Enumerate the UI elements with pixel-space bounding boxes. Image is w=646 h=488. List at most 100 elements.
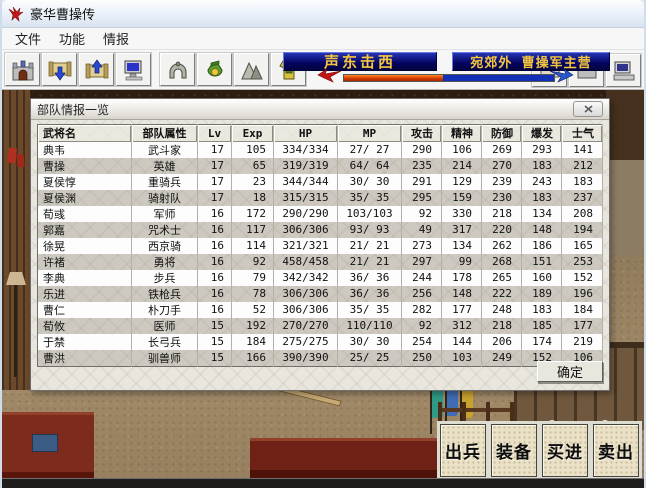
sell-button[interactable]: 卖出	[593, 424, 639, 477]
cell-unit-class: 西京骑	[131, 237, 198, 254]
cell-hp: 334/334	[273, 141, 338, 158]
deploy-button[interactable]: 出兵	[440, 424, 486, 477]
lamp-pole	[14, 285, 17, 377]
cell-attack: 92	[401, 317, 442, 334]
cell-attack: 273	[401, 237, 442, 254]
column-header-defense: 防御	[481, 124, 522, 142]
window-titlebar[interactable]: 豪华曹操传	[2, 0, 644, 28]
helmet-icon	[169, 61, 186, 78]
money-button[interactable]	[197, 53, 232, 86]
cell-exp: 166	[231, 349, 274, 366]
column-header-morale: 士气	[561, 124, 603, 142]
buy-button[interactable]: 买进	[542, 424, 588, 477]
column-header-burst: 爆发	[521, 124, 562, 142]
equip-button[interactable]: 装备	[491, 424, 537, 477]
cell-level: 17	[197, 141, 232, 158]
cell-spirit: 148	[441, 285, 482, 302]
cell-unit-class: 军师	[131, 205, 198, 222]
scroll-save-button[interactable]	[79, 53, 114, 86]
dialog-close-button[interactable]	[573, 101, 603, 117]
cell-hp: 458/458	[273, 253, 338, 270]
cell-burst: 134	[521, 205, 562, 222]
cell-mp: 36/ 36	[337, 269, 402, 286]
menu-item-info[interactable]: 情报	[103, 32, 130, 47]
table-row: 荀攸 医师 15 192 270/270 110/110 92 312 218 185 177	[37, 317, 603, 334]
pc-button[interactable]	[606, 54, 641, 87]
cell-burst: 189	[521, 285, 562, 302]
column-header-mp: MP	[337, 124, 402, 142]
fort-button[interactable]	[5, 53, 40, 86]
table-row: 于禁 长弓兵 15 184 275/275 30/ 30 254 144 206 174 219	[37, 333, 603, 350]
cell-defense: 270	[481, 157, 522, 174]
column-header-general-name: 武将名	[37, 124, 132, 142]
cell-unit-class: 医师	[131, 317, 198, 334]
cell-unit-class: 朴刀手	[131, 301, 198, 318]
cell-level: 16	[197, 285, 232, 302]
cell-level: 15	[197, 349, 232, 366]
cell-morale: 196	[561, 285, 603, 302]
cell-unit-class: 咒术士	[131, 221, 198, 238]
fort-icon	[12, 60, 33, 80]
cell-mp: 64/ 64	[337, 157, 402, 174]
cell-unit-class: 武斗家	[131, 141, 198, 158]
cell-general-name: 夏侯渊	[37, 189, 132, 206]
cell-burst: 185	[521, 317, 562, 334]
cell-level: 16	[197, 301, 232, 318]
menu-bar: 文件 功能 情报	[2, 28, 644, 50]
cell-exp: 192	[231, 317, 274, 334]
cell-general-name: 李典	[37, 269, 132, 286]
dark-wall-sliver	[606, 90, 644, 160]
scroll-load-button[interactable]	[42, 53, 77, 86]
dialog-titlebar[interactable]: 部队情报一览	[31, 99, 609, 120]
cell-mp: 93/ 93	[337, 221, 402, 238]
table-row: 乐进 铁枪兵 16 78 306/306 36/ 36 256 148 222 189 196	[37, 285, 603, 302]
scroll-down-icon	[48, 61, 71, 81]
menu-item-function[interactable]: 功能	[59, 32, 86, 47]
cell-morale: 194	[561, 221, 603, 238]
cell-mp: 35/ 35	[337, 189, 402, 206]
confirm-button[interactable]: 确定	[537, 361, 603, 382]
cell-unit-class: 骑射队	[131, 189, 198, 206]
location-banner: 宛郊外 曹操军主营	[452, 52, 610, 71]
cell-mp: 25/ 25	[337, 349, 402, 366]
mountain-icon	[240, 61, 263, 79]
cell-level: 16	[197, 269, 232, 286]
cell-burst: 183	[521, 301, 562, 318]
cell-general-name: 许褚	[37, 253, 132, 270]
table-row: 曹仁 朴刀手 16 52 306/306 35/ 35 282 177 248 183 184	[37, 301, 603, 318]
cell-level: 16	[197, 237, 232, 254]
cell-exp: 78	[231, 285, 274, 302]
cell-spirit: 177	[441, 301, 482, 318]
cell-general-name: 乐进	[37, 285, 132, 302]
menu-item-file[interactable]: 文件	[15, 32, 42, 47]
dialog-title: 部队情报一览	[37, 102, 110, 117]
table-row: 郭嘉 咒术士 16 117 306/306 93/ 93 49 317 220 148 194	[37, 221, 603, 238]
cell-hp: 321/321	[273, 237, 338, 254]
table-row: 曹洪 驯兽师 15 166 390/390 25/ 25 250 103 249 152 106	[37, 349, 603, 366]
cell-unit-class: 长弓兵	[131, 333, 198, 350]
cell-burst: 183	[521, 157, 562, 174]
cell-burst: 183	[521, 189, 562, 206]
cell-exp: 105	[231, 141, 274, 158]
terrain-button[interactable]	[234, 53, 269, 86]
unit-info-button[interactable]	[160, 53, 195, 86]
cell-morale: 219	[561, 333, 603, 350]
table-row: 李典 步兵 16 79 342/342 36/ 36 244 178 265 160 152	[37, 269, 603, 286]
cell-attack: 254	[401, 333, 442, 350]
cell-level: 15	[197, 317, 232, 334]
blue-bird-icon	[549, 68, 574, 83]
cell-hp: 306/306	[273, 301, 338, 318]
cell-exp: 92	[231, 253, 274, 270]
cell-burst: 174	[521, 333, 562, 350]
cell-exp: 117	[231, 221, 274, 238]
cell-spirit: 159	[441, 189, 482, 206]
cell-unit-class: 勇将	[131, 253, 198, 270]
cell-spirit: 99	[441, 253, 482, 270]
system-button[interactable]	[116, 53, 151, 86]
cell-morale: 208	[561, 205, 603, 222]
computer-icon	[124, 60, 142, 80]
cell-attack: 244	[401, 269, 442, 286]
cell-defense: 222	[481, 285, 522, 302]
cell-morale: 184	[561, 301, 603, 318]
cell-defense: 265	[481, 269, 522, 286]
